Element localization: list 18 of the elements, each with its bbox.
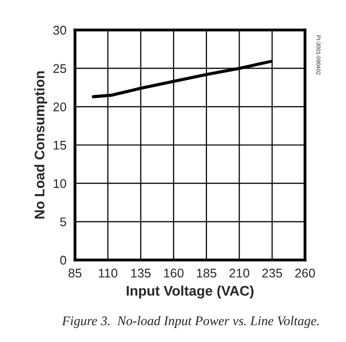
caption: Figure 3. No-load Input Power vs. Line Voltage. xyxy=(62,316,319,328)
y-axis-title: No Load Consumption xyxy=(34,71,48,219)
y-tick-label: 15 xyxy=(54,140,66,150)
x-tick-label: 160 xyxy=(164,268,184,278)
x-tick-label: 185 xyxy=(196,268,216,278)
x-tick-label: 210 xyxy=(229,268,250,278)
x-tick-label: 235 xyxy=(262,268,282,278)
y-tick-label: 0 xyxy=(60,256,66,265)
x-axis-title: Input Voltage (VAC) xyxy=(126,286,254,299)
y-tick-label: 5 xyxy=(60,218,66,226)
x-tick-label: 110 xyxy=(98,268,118,278)
y-tick-label: 30 xyxy=(53,26,66,35)
y-tick-label: 20 xyxy=(53,102,66,112)
x-tick-label: 135 xyxy=(131,268,151,278)
y-tick-label: 10 xyxy=(54,179,66,188)
x-tick-label: 260 xyxy=(295,268,315,278)
x-tick-label: 85 xyxy=(68,268,82,278)
y-tick-label: 25 xyxy=(53,64,66,73)
